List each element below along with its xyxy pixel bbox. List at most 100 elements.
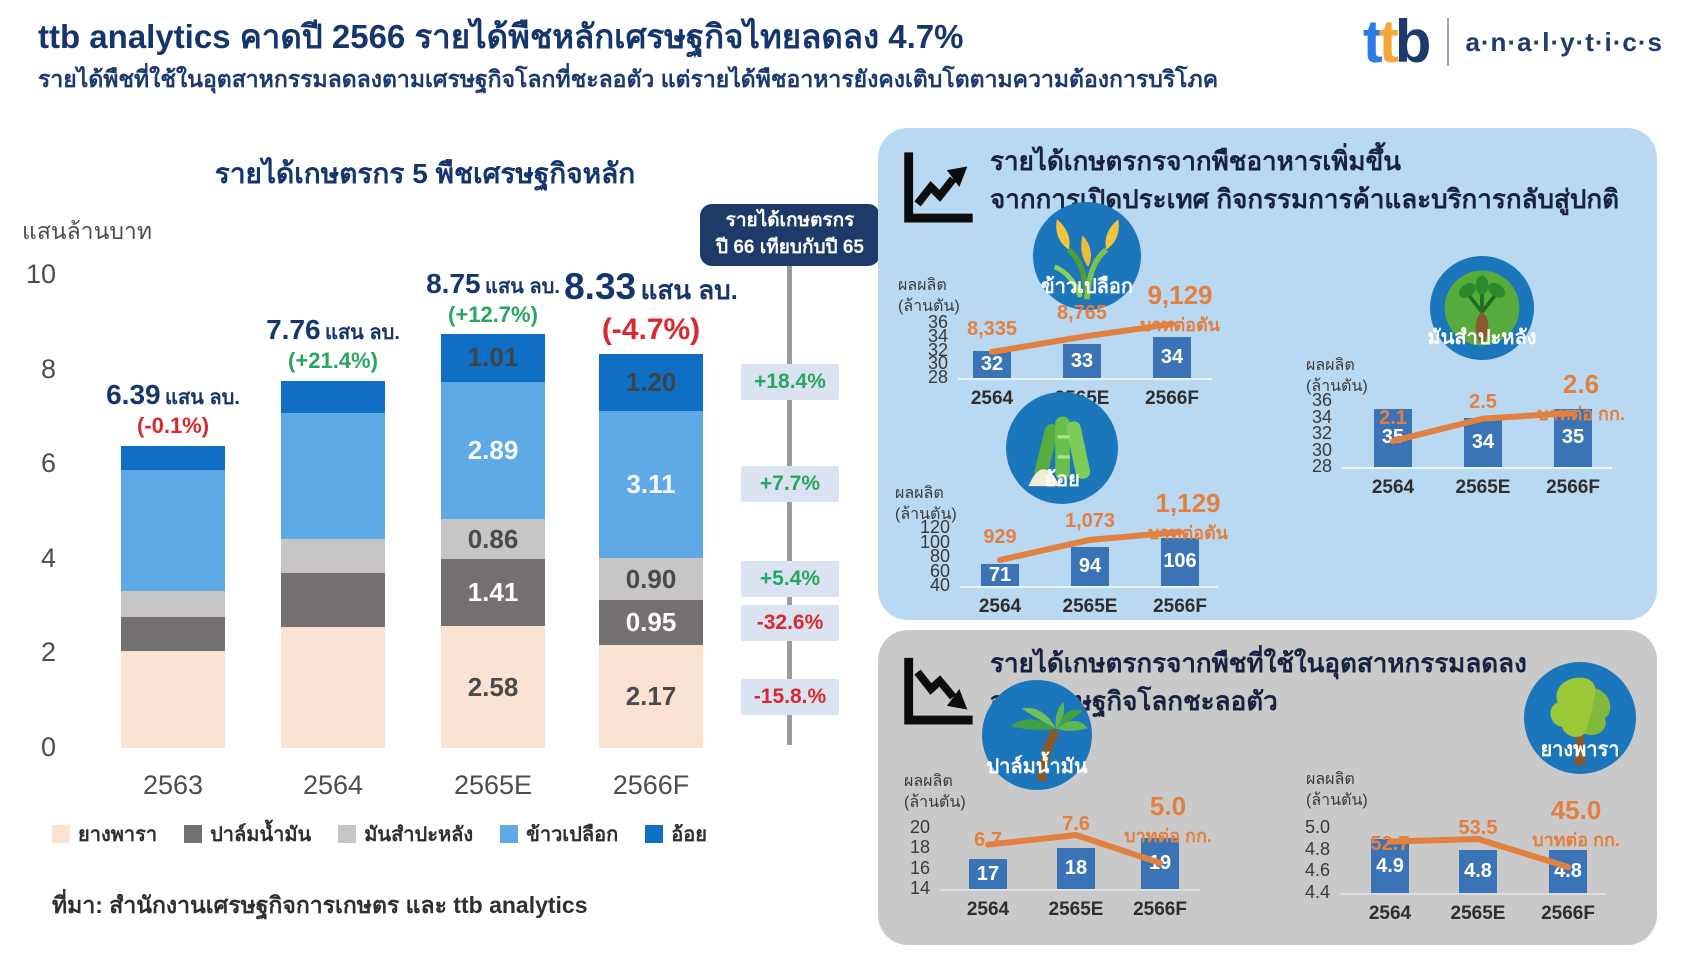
mini-bar-value: 71 (988, 563, 1012, 586)
mini-bar: 71 (981, 563, 1019, 586)
crop-name: ยางพารา (1540, 739, 1620, 762)
price-trend-line (948, 769, 1200, 891)
trend-down-icon (898, 648, 978, 730)
rubber-icon (1524, 662, 1636, 774)
bar-segment-ข้าวเปลือก (121, 470, 225, 591)
mini-y-tick: 30 (927, 353, 948, 374)
mini-category-label: 2566F (1133, 899, 1187, 920)
segment-value-label: 1.01 (467, 342, 519, 373)
segment-value-label: 2.58 (467, 671, 519, 702)
price-label: 8,335 (966, 318, 1018, 340)
mini-category-label: 2566F (1541, 903, 1595, 924)
price-label: 6.7 (974, 829, 1002, 851)
price-unit-label: บาทต่อ กก. (1532, 830, 1620, 850)
bar-segment-อ้อย: 1.20 (599, 353, 703, 411)
bar-segment-ข้าวเปลือก: 2.89 (441, 381, 545, 519)
sugarcane-icon (1006, 392, 1118, 504)
price-unit-label: บาทต่อ กก. (1124, 826, 1212, 846)
rate-chip: +5.4% (741, 561, 839, 598)
price-label: 2.1 (1379, 407, 1407, 429)
mini-baseline (1340, 893, 1606, 895)
mini-ylabel-line2: (ล้านตัน) (895, 505, 957, 523)
mini-bar: 34 (1464, 417, 1502, 467)
mini-ylabel-line2: (ล้านตัน) (1306, 377, 1368, 395)
mini-ylabel-line1: ผลผลิต (898, 277, 947, 294)
mini-bar: 34 (1153, 336, 1191, 378)
bar-segment-มันสำปะหลัง: 0.86 (441, 518, 545, 560)
main-y-tick: 2 (40, 637, 56, 668)
mini-category-label: 2565E (1455, 477, 1511, 498)
legend-label: มันสำปะหลัง (364, 824, 474, 846)
mini-bar: 4.9 (1371, 838, 1409, 893)
mini-category-label: 2564 (966, 899, 1010, 920)
mini-bar-value: 35 (1561, 426, 1585, 449)
mini-baseline (940, 889, 1200, 891)
legend-label: ข้าวเปลือก (526, 824, 619, 846)
legend-label: อ้อย (671, 824, 707, 846)
segment-value-label: 0.95 (625, 607, 677, 638)
mini-y-axis-label: ผลผลิต (ล้านตัน) (898, 276, 960, 318)
price-label: 53.5 (1458, 817, 1498, 839)
bar-segment-ข้าวเปลือก (281, 413, 385, 539)
main-chart-title: รายได้เกษตรกร 5 พืชเศรษฐกิจหลัก (214, 158, 636, 189)
legend-swatch (338, 825, 357, 843)
mini-y-tick: 36 (1311, 390, 1332, 410)
bar-segment-อ้อย (281, 380, 385, 414)
food-panel-title-line1: รายได้เกษตรกรจากพืชอาหารเพิ่มขึ้น (990, 146, 1402, 176)
total-change: (+21.4%) (288, 348, 378, 374)
mini-bar-value: 4.8 (1464, 859, 1492, 882)
category-label: 2566F (612, 770, 690, 800)
bar-segment-อ้อย (121, 445, 225, 471)
mini-y-tick: 4.6 (1304, 860, 1330, 881)
mini-bar-value: 106 (1163, 550, 1197, 573)
price-label: 2.5 (1469, 391, 1497, 413)
mini-y-axis-label: ผลผลิต (ล้านตัน) (904, 772, 966, 814)
mini-y-tick: 4.4 (1304, 882, 1330, 902)
mini-bar: 18 (1057, 848, 1095, 889)
mini-y-tick: 34 (1311, 406, 1332, 427)
bar-segment-อ้อย: 1.01 (441, 334, 545, 382)
mini-y-tick: 32 (1311, 423, 1332, 443)
bar-segment-ยางพารา (121, 651, 225, 748)
comparison-badge-line2: ปี 66 เทียบกับปี 65 (715, 237, 864, 258)
legend-swatch (52, 825, 70, 843)
price-label-final: 2.6 (1562, 369, 1600, 399)
ttb-logo-mark: t t b (1362, 8, 1432, 75)
price-trend-line (952, 258, 1212, 380)
mini-ylabel-line2: (ล้านตัน) (904, 793, 966, 811)
mini-ylabel-line1: ผลผลิต (895, 485, 944, 502)
legend-swatch (184, 825, 203, 843)
total-label: 7.76 แสน ลบ. (+21.4%) (198, 312, 468, 375)
mini-y-tick: 80 (929, 546, 950, 566)
mini-y-tick: 30 (1311, 439, 1332, 460)
mini-category-label: 2566F (1546, 477, 1600, 498)
mini-category-label: 2565E (1048, 899, 1104, 920)
bar-segment-ปาล์มน้ำมัน (281, 572, 385, 627)
segment-value-label: 2.89 (467, 434, 519, 465)
price-label: 8,765 (1056, 302, 1108, 324)
mini-baseline (960, 586, 1218, 588)
price-unit-label: บาทต่อ กก. (1537, 404, 1625, 424)
bar-segment-ยางพารา (281, 626, 385, 748)
bar-segment-มันสำปะหลัง (281, 538, 385, 573)
mini-bar: 106 (1161, 538, 1199, 586)
price-trend-line (1353, 347, 1612, 469)
rice-icon (1033, 202, 1141, 310)
mini-bar-value: 34 (1160, 345, 1184, 368)
main-y-tick: 8 (40, 353, 56, 384)
mini-y-tick: 14 (909, 878, 930, 898)
price-label-final: 5.0 (1149, 791, 1187, 821)
mini-bar-value: 17 (976, 862, 1000, 885)
legend-label: ปาล์มน้ำมัน (210, 824, 312, 846)
price-label: 7.6 (1062, 813, 1090, 835)
rate-chip: -32.6% (741, 604, 839, 641)
price-label: 1,073 (1064, 510, 1116, 532)
price-trend-line (1350, 773, 1606, 895)
mini-category-label: 2564 (970, 388, 1014, 409)
mini-baseline (1342, 467, 1612, 469)
mini-bar: 32 (973, 350, 1011, 378)
comparison-badge-line1: รายได้เกษตรกร (725, 210, 855, 232)
legend-item: ข้าวเปลือก (500, 818, 618, 850)
logo-letter: t (1362, 8, 1383, 75)
mini-bar-value: 94 (1078, 554, 1102, 577)
